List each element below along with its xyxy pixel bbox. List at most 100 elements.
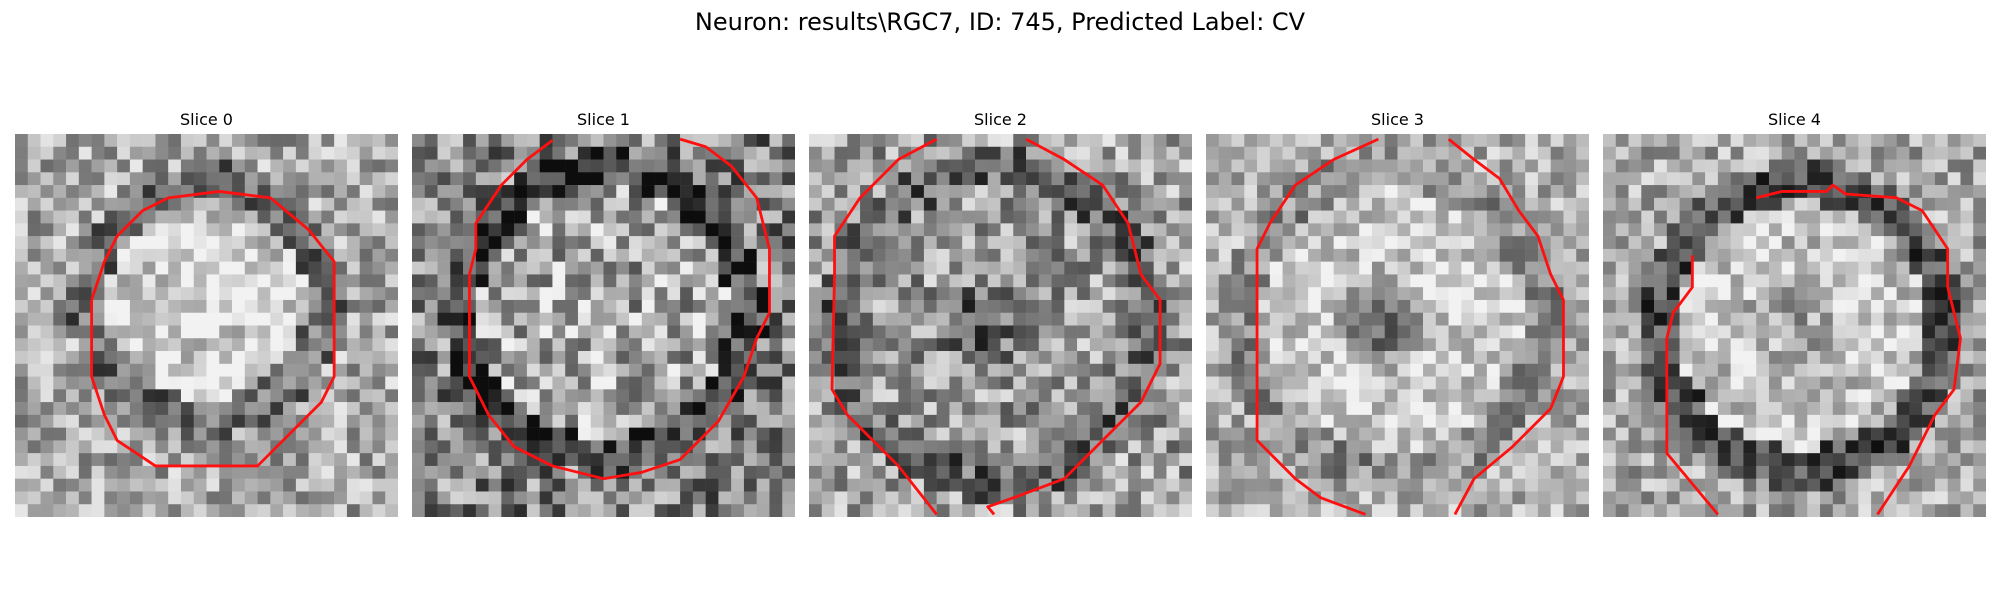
pixel: [949, 491, 963, 505]
pixel: [1435, 159, 1449, 173]
pixel: [180, 274, 194, 288]
pixel: [1320, 185, 1334, 199]
pixel: [834, 427, 848, 441]
pixel: [603, 299, 617, 313]
pixel: [1410, 504, 1424, 517]
pixel: [1346, 197, 1360, 211]
pixel: [539, 210, 553, 224]
pixel: [1102, 299, 1116, 313]
pixel: [1410, 338, 1424, 352]
pixel: [1064, 312, 1078, 326]
pixel: [155, 185, 169, 199]
pixel: [1179, 146, 1192, 160]
pixel: [1947, 504, 1961, 517]
pixel: [321, 504, 335, 517]
pixel: [1499, 376, 1513, 390]
pixel: [1486, 363, 1500, 377]
pixel: [488, 274, 502, 288]
pixel: [1525, 274, 1539, 288]
pixel: [1435, 248, 1449, 262]
pixel: [78, 274, 92, 288]
pixel: [526, 325, 540, 339]
pixel: [232, 223, 246, 237]
pixel: [40, 363, 54, 377]
pixel: [1257, 389, 1271, 403]
pixel: [334, 325, 348, 339]
pixel: [117, 338, 131, 352]
pixel: [577, 389, 591, 403]
pixel: [1947, 427, 1961, 441]
pixel: [1730, 414, 1744, 428]
pixel: [1474, 312, 1488, 326]
pixel: [936, 185, 950, 199]
pixel: [1384, 325, 1398, 339]
pixel: [1231, 351, 1245, 365]
pixel: [1832, 159, 1846, 173]
pixel: [1474, 197, 1488, 211]
pixel: [450, 376, 464, 390]
pixel: [1166, 389, 1180, 403]
pixel: [1371, 453, 1385, 467]
pixel: [1218, 465, 1232, 479]
pixel: [1435, 210, 1449, 224]
pixel: [1845, 351, 1859, 365]
pixel: [53, 287, 67, 301]
pixel: [232, 146, 246, 160]
pixel: [577, 146, 591, 160]
pixel: [1153, 236, 1167, 250]
pixel: [1717, 389, 1731, 403]
pixel: [872, 325, 886, 339]
pixel: [53, 185, 67, 199]
pixel: [1603, 414, 1617, 428]
pixel: [1563, 427, 1577, 441]
pixel: [1756, 363, 1770, 377]
pixel: [244, 376, 258, 390]
pixel: [129, 325, 143, 339]
pixel: [1820, 172, 1834, 186]
pixel: [1832, 376, 1846, 390]
pixel: [15, 478, 29, 492]
pixel: [769, 236, 783, 250]
pixel: [1166, 504, 1180, 517]
pixel: [129, 414, 143, 428]
pixel: [911, 197, 925, 211]
pixel: [1960, 491, 1974, 505]
pixel: [577, 261, 591, 275]
pixel: [308, 376, 322, 390]
pixel: [1820, 325, 1834, 339]
pixel: [1435, 491, 1449, 505]
pixel: [1038, 185, 1052, 199]
pixel: [872, 414, 886, 428]
pixel: [475, 453, 489, 467]
pixel: [66, 453, 80, 467]
pixel: [1013, 325, 1027, 339]
pixel: [219, 491, 233, 505]
pixel: [552, 287, 566, 301]
pixel: [1397, 440, 1411, 454]
pixel: [142, 223, 156, 237]
pixel: [731, 491, 745, 505]
pixel: [1435, 478, 1449, 492]
pixel: [129, 197, 143, 211]
pixel: [1909, 248, 1923, 262]
pixel: [923, 453, 937, 467]
pixel: [412, 236, 426, 250]
pixel: [936, 236, 950, 250]
pixel: [680, 248, 694, 262]
pixel: [488, 223, 502, 237]
pixel: [898, 261, 912, 275]
pixel: [1140, 159, 1154, 173]
pixel: [15, 402, 29, 416]
pixel: [1153, 274, 1167, 288]
pixel: [91, 504, 105, 517]
pixel: [1743, 504, 1757, 517]
pixel: [501, 453, 515, 467]
pixel: [1269, 287, 1283, 301]
pixel: [1282, 236, 1296, 250]
pixel: [193, 185, 207, 199]
pixel: [526, 440, 540, 454]
pixel: [257, 427, 271, 441]
pixel: [692, 402, 706, 416]
pixel: [1140, 478, 1154, 492]
pixel: [756, 414, 770, 428]
